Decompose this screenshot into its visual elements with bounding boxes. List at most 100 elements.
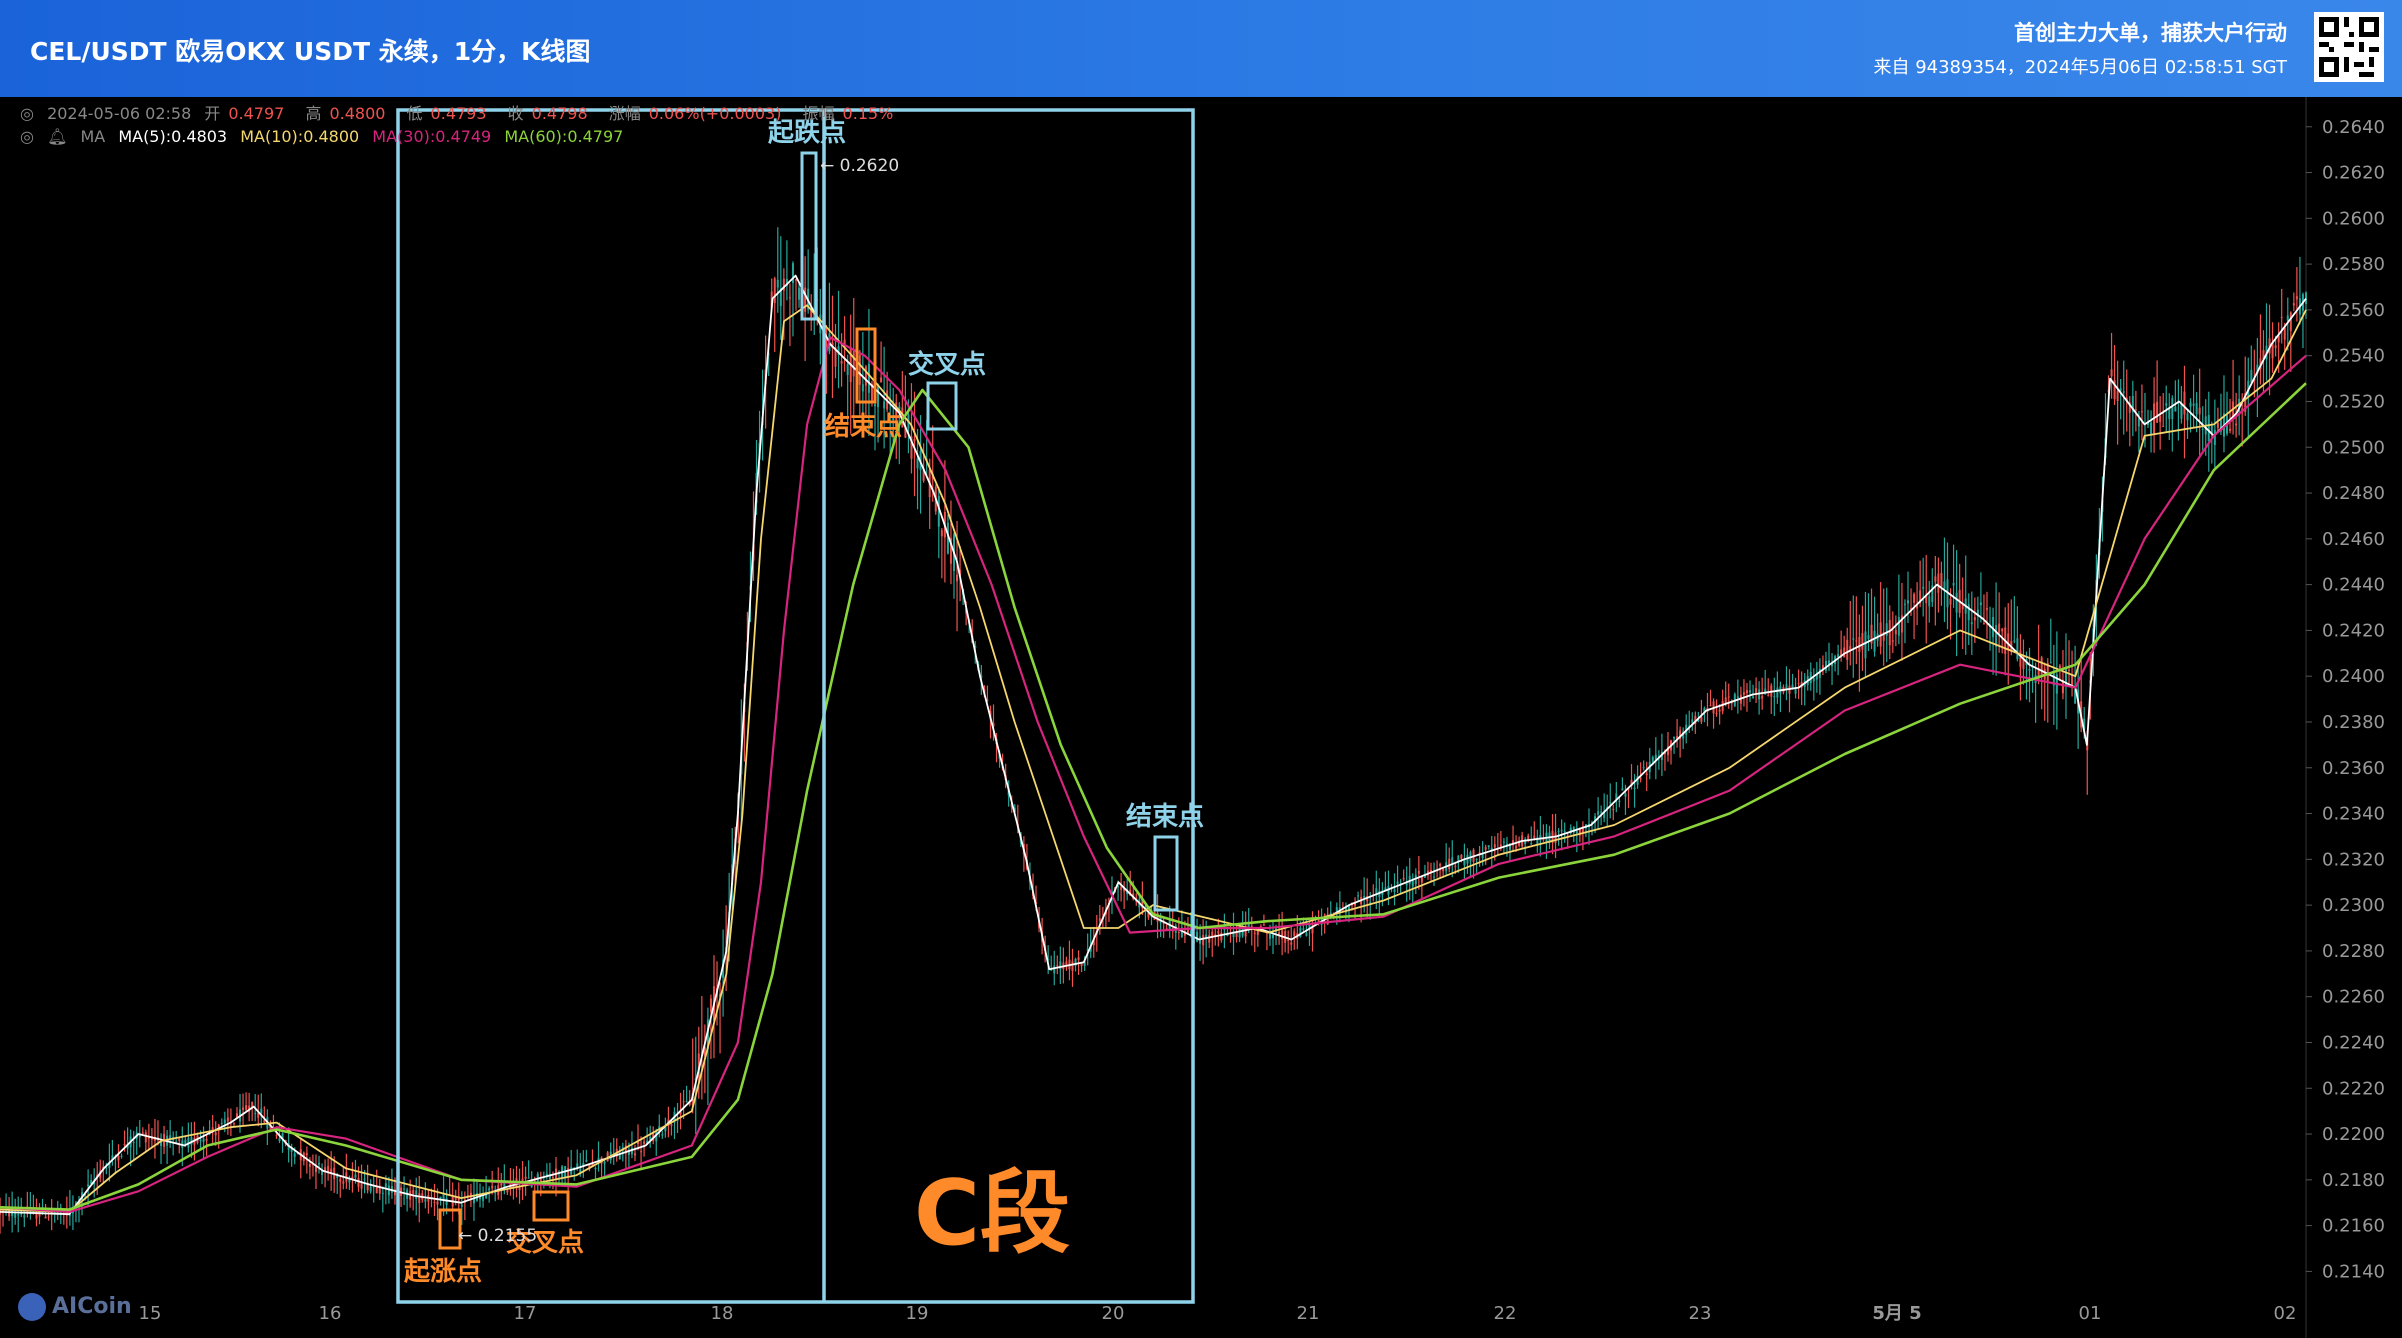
candle-body bbox=[1083, 961, 1086, 967]
candle-body bbox=[1047, 958, 1050, 960]
candle-body bbox=[597, 1157, 600, 1163]
candle-body bbox=[804, 287, 807, 312]
candle-body bbox=[1724, 697, 1727, 705]
candle-body bbox=[697, 1053, 700, 1077]
candle-body bbox=[1423, 875, 1426, 878]
candle-body bbox=[1533, 835, 1536, 840]
candle-body bbox=[1727, 696, 1730, 698]
candle-body bbox=[424, 1199, 427, 1202]
candle-body bbox=[1943, 581, 1946, 589]
chart-header: CEL/USDT 欧易OKX USDT 永续，1分，K线图 首创主力大单，捕获大… bbox=[0, 0, 2402, 97]
candle-body bbox=[2216, 422, 2219, 429]
candle-body bbox=[1931, 585, 1934, 603]
candle-body bbox=[2289, 312, 2292, 331]
low-value: 0.4793 bbox=[430, 104, 487, 123]
candle-body bbox=[1463, 859, 1466, 866]
candle-body bbox=[220, 1122, 223, 1124]
candle-body bbox=[1557, 831, 1560, 833]
candle-body bbox=[1053, 965, 1056, 974]
candle-body bbox=[1393, 889, 1396, 892]
candle-body bbox=[1673, 736, 1676, 739]
range-box-outer bbox=[396, 108, 1195, 1304]
candle-body bbox=[1460, 854, 1463, 859]
change-value: 0.06%(+0.0003) bbox=[648, 104, 782, 123]
candle-body bbox=[646, 1140, 649, 1145]
candle-body bbox=[2305, 292, 2307, 305]
candle-body bbox=[2174, 406, 2177, 412]
candle-body bbox=[1679, 730, 1682, 740]
y-tick-label: 0.2320 bbox=[2322, 849, 2385, 870]
x-tick-label: 18 bbox=[711, 1303, 734, 1324]
candle-body bbox=[664, 1125, 667, 1132]
eye-icon[interactable]: ◎ bbox=[20, 104, 34, 123]
candle-body bbox=[1563, 830, 1566, 832]
candle-body bbox=[393, 1189, 396, 1196]
annot-box-peak bbox=[800, 151, 818, 321]
candle-body bbox=[1408, 875, 1411, 885]
candle-body bbox=[1864, 631, 1867, 659]
candle-body bbox=[785, 278, 788, 287]
candle-body bbox=[1375, 888, 1378, 894]
candle-body bbox=[2128, 402, 2131, 413]
bell-icon[interactable]: 🔔︎ bbox=[47, 127, 68, 146]
candle-body bbox=[1612, 809, 1615, 811]
candle-body bbox=[74, 1202, 77, 1205]
candle-body bbox=[980, 675, 983, 678]
x-tick-label: 21 bbox=[1297, 1303, 1320, 1324]
candle-body bbox=[1077, 957, 1080, 961]
candle-body bbox=[2031, 666, 2034, 668]
candle-body bbox=[296, 1153, 299, 1155]
candle-body bbox=[2210, 425, 2213, 434]
candle-body bbox=[14, 1212, 17, 1218]
candle-body bbox=[1208, 935, 1211, 943]
candle-body bbox=[852, 350, 855, 377]
candle-body bbox=[627, 1149, 630, 1156]
candle-body bbox=[2013, 640, 2016, 642]
candle-body bbox=[1180, 927, 1183, 938]
candle-body bbox=[1484, 847, 1487, 850]
y-tick-label: 0.2160 bbox=[2322, 1216, 2385, 1237]
candle-body bbox=[1955, 592, 1958, 613]
header-slogan: 首创主力大单，捕获大户行动 bbox=[2014, 21, 2287, 45]
candle-body bbox=[2198, 407, 2201, 415]
candle-body bbox=[418, 1193, 421, 1204]
candle-body bbox=[1381, 892, 1384, 895]
y-tick-label: 0.2340 bbox=[2322, 804, 2385, 825]
eye-icon[interactable]: ◎ bbox=[20, 127, 34, 146]
candle-body bbox=[138, 1134, 141, 1138]
candle-body bbox=[640, 1151, 643, 1153]
candle-body bbox=[330, 1168, 333, 1173]
annot-box-cross bbox=[926, 381, 958, 431]
candle-body bbox=[1922, 586, 1925, 589]
candle-body bbox=[652, 1132, 655, 1141]
ma-info-bar: ◎ 🔔︎ MA MA(5):0.4803 MA(10):0.4800 MA(30… bbox=[20, 127, 631, 146]
candle-body bbox=[588, 1163, 591, 1170]
candle-body bbox=[2016, 638, 2019, 660]
candle-body bbox=[1709, 705, 1712, 707]
candle-body bbox=[1357, 895, 1360, 897]
candle-body bbox=[2271, 342, 2274, 359]
candle-body bbox=[1982, 623, 1985, 625]
candle-body bbox=[1897, 616, 1900, 636]
annot-label-cross: 交叉点 bbox=[908, 349, 986, 380]
candle-body bbox=[2143, 436, 2146, 440]
candle-body bbox=[1363, 896, 1366, 898]
candle-body bbox=[1694, 715, 1697, 724]
candle-body bbox=[415, 1190, 418, 1199]
candle-body bbox=[1919, 590, 1922, 604]
candle-body bbox=[1244, 928, 1247, 937]
kline-chart-canvas[interactable]: 0.2640 0.2620 0.2600 0.2580 0.2560 0.2540 0.25… bbox=[0, 97, 2402, 1338]
candle-body bbox=[658, 1126, 661, 1130]
candle-body bbox=[974, 645, 977, 648]
kline-chart[interactable]: 0.2640 0.2620 0.2600 0.2580 0.2560 0.2540 0.25… bbox=[0, 97, 2402, 1338]
candle-body bbox=[202, 1138, 205, 1143]
high-label: 高 bbox=[305, 104, 322, 123]
candle-body bbox=[2292, 303, 2295, 306]
candle-body bbox=[539, 1179, 542, 1183]
candle-body bbox=[263, 1120, 266, 1123]
annot-box-cross-orange bbox=[532, 1190, 570, 1222]
candle-body bbox=[606, 1152, 609, 1162]
candle-body bbox=[1335, 907, 1338, 913]
candle-body bbox=[1882, 632, 1885, 641]
candle-body bbox=[1344, 906, 1347, 913]
